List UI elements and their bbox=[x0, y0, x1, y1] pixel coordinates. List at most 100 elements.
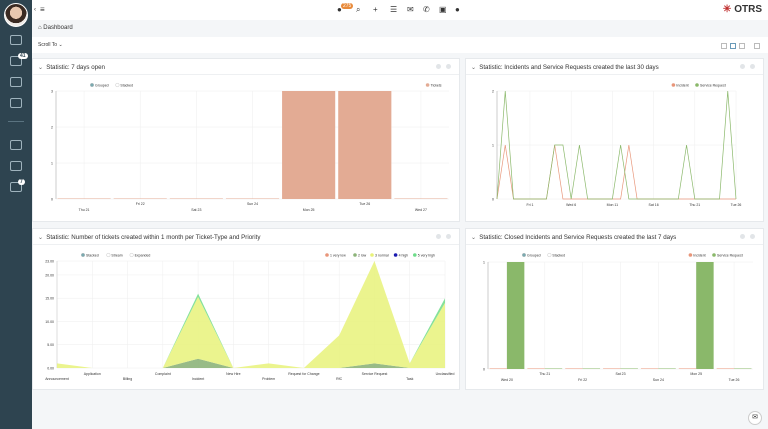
scroll-to-bar: Scroll To ⌄ bbox=[32, 37, 768, 53]
sidebar-divider bbox=[8, 121, 24, 122]
mode-radio-stream[interactable] bbox=[106, 252, 111, 257]
bar bbox=[57, 198, 111, 199]
mode-label: Stacked bbox=[552, 253, 565, 257]
x-tick-label: Task bbox=[406, 377, 413, 381]
x-tick-label: Sat 23 bbox=[191, 208, 201, 212]
search-icon[interactable]: ⌕ bbox=[356, 5, 361, 14]
legend-marker bbox=[325, 253, 329, 257]
plus-icon[interactable]: + bbox=[373, 5, 378, 14]
x-tick-label: Tue 26 bbox=[729, 378, 740, 382]
files-icon[interactable] bbox=[10, 161, 22, 171]
mode-radio-stacked[interactable] bbox=[547, 252, 552, 257]
x-tick-label: Thu 21 bbox=[689, 203, 700, 207]
legend-marker bbox=[688, 253, 693, 257]
x-tick-label: Complaint bbox=[155, 372, 171, 376]
mode-radio-stacked[interactable] bbox=[115, 82, 120, 87]
user-avatar[interactable] bbox=[4, 3, 28, 27]
bar bbox=[658, 368, 676, 369]
notification-badge: 275 bbox=[341, 3, 354, 9]
home-icon[interactable]: ⌂ bbox=[38, 25, 44, 31]
calendar-icon[interactable]: ▣ bbox=[439, 5, 447, 14]
legend-label: Service Request bbox=[700, 83, 726, 87]
bar bbox=[640, 368, 659, 369]
x-tick-label: Sun 24 bbox=[653, 378, 664, 382]
bar bbox=[527, 368, 545, 369]
y-tick-label: 0.00 bbox=[47, 367, 54, 371]
bar bbox=[696, 262, 714, 369]
collapse-chevron-icon[interactable]: ⌄ bbox=[38, 64, 44, 71]
reports-icon[interactable] bbox=[10, 140, 22, 150]
breadcrumb-dashboard[interactable]: Dashboard bbox=[43, 25, 73, 31]
mode-radio-stacked[interactable] bbox=[81, 252, 86, 257]
x-tick-label: Fri 22 bbox=[136, 202, 145, 206]
export-icon[interactable] bbox=[436, 64, 441, 69]
bar bbox=[338, 91, 392, 199]
layout-two-column-icon[interactable] bbox=[730, 43, 736, 49]
settings-grid-icon[interactable] bbox=[754, 43, 760, 49]
x-tick-label: Tue 26 bbox=[731, 203, 742, 207]
chat-button[interactable]: ✉ bbox=[748, 411, 762, 425]
legend-label: Service Request bbox=[717, 253, 743, 257]
help-icon[interactable]: ● bbox=[455, 5, 460, 14]
widget-title: Statistic: 7 days open bbox=[46, 64, 106, 71]
home-icon[interactable] bbox=[10, 35, 22, 45]
settings-icon[interactable] bbox=[446, 64, 451, 69]
bar bbox=[544, 368, 563, 369]
settings-icon[interactable] bbox=[750, 64, 755, 69]
mode-radio-expanded[interactable] bbox=[129, 252, 134, 257]
phone-icon[interactable]: ✆ bbox=[423, 5, 430, 14]
x-tick-label: Sun 24 bbox=[247, 202, 258, 206]
scroll-to-dropdown[interactable]: Scroll To bbox=[38, 42, 58, 48]
y-tick-label: 23.00 bbox=[45, 260, 54, 264]
settings-icon[interactable] bbox=[446, 234, 451, 239]
x-tick-label: Billing bbox=[123, 377, 132, 381]
bar bbox=[734, 368, 752, 369]
x-tick-label: Incident bbox=[192, 377, 204, 381]
x-tick-label: Fri 22 bbox=[578, 378, 587, 382]
y-tick-label: 0 bbox=[51, 198, 53, 202]
mode-radio-grouped[interactable] bbox=[90, 82, 95, 87]
x-tick-label: Wed 20 bbox=[501, 378, 513, 382]
legend-marker bbox=[671, 83, 676, 87]
legend-label: Tickets bbox=[431, 83, 442, 87]
export-icon[interactable] bbox=[740, 234, 745, 239]
collapse-chevron-icon[interactable]: ⌄ bbox=[471, 64, 477, 71]
admin-icon[interactable] bbox=[10, 98, 22, 108]
x-tick-label: Wed 27 bbox=[415, 208, 427, 212]
mode-radio-grouped[interactable] bbox=[522, 252, 527, 257]
bell-icon[interactable]: ● bbox=[337, 5, 342, 14]
collapse-chevron-icon[interactable]: ⌄ bbox=[38, 234, 44, 241]
widget-title: Statistic: Closed Incidents and Service … bbox=[479, 234, 677, 241]
list-icon[interactable]: ☰ bbox=[390, 5, 398, 14]
collapse-icon[interactable]: ‹ bbox=[34, 7, 36, 13]
widget-closed-7-days: ⌄ Statistic: Closed Incidents and Service… bbox=[465, 228, 764, 390]
layout-one-column-icon[interactable] bbox=[721, 43, 727, 49]
collapse-chevron-icon[interactable]: ⌄ bbox=[471, 234, 477, 241]
x-tick-label: Sat 23 bbox=[615, 372, 625, 376]
x-tick-label: Sat 16 bbox=[649, 203, 659, 207]
export-icon[interactable] bbox=[436, 234, 441, 239]
chart-tickets-per-type: 0.00 5.00 10.00 15.00 20.00 23.00 Announcement… bbox=[45, 252, 454, 381]
customers-icon[interactable] bbox=[10, 77, 22, 87]
x-tick-label: Request for Change bbox=[288, 372, 319, 376]
widget-tickets-per-type: ⌄ Statistic: Number of tickets created wi… bbox=[32, 228, 460, 390]
y-tick-label: 2 bbox=[492, 90, 494, 94]
mode-label: Stream bbox=[111, 253, 122, 257]
menu-icon[interactable]: ≡ bbox=[40, 5, 45, 14]
layout-three-column-icon[interactable] bbox=[739, 43, 745, 49]
chat-icon[interactable] bbox=[10, 182, 22, 192]
settings-icon[interactable] bbox=[750, 234, 755, 239]
bar bbox=[678, 368, 697, 369]
tickets-icon[interactable] bbox=[10, 56, 22, 66]
widget-incidents-30-days: ⌄ Statistic: Incidents and Service Reques… bbox=[465, 58, 764, 222]
bar bbox=[169, 198, 223, 199]
y-tick-label: 1 bbox=[51, 162, 53, 166]
chart-incidents-30-days: 0 1 2 Fri 1 Wed 6 Mon 11 Sat 16 Thu 21 Tue 26 Ser… bbox=[492, 83, 742, 207]
export-icon[interactable] bbox=[740, 64, 745, 69]
envelope-icon[interactable]: ✉ bbox=[407, 5, 414, 14]
x-tick-label: RfC bbox=[336, 377, 343, 381]
y-tick-label: 15.00 bbox=[45, 297, 54, 301]
chat-badge: 7 bbox=[18, 179, 25, 185]
legend-marker bbox=[370, 253, 374, 257]
bar bbox=[603, 368, 621, 369]
